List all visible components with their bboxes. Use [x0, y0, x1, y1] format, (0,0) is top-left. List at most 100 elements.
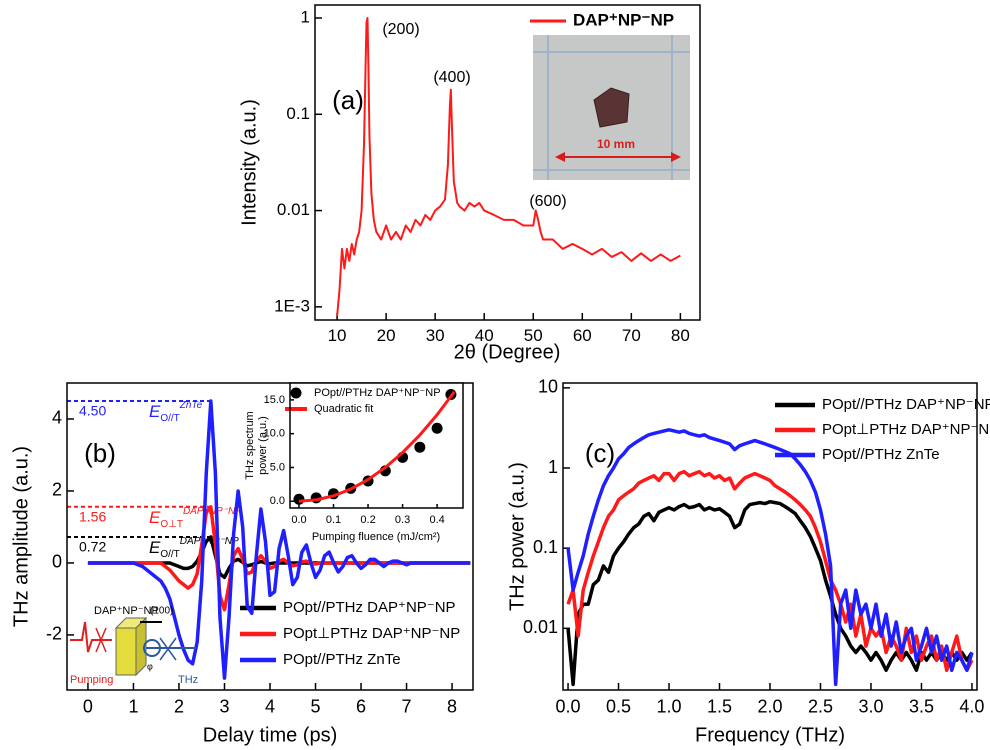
x-tick-label: 8 [447, 696, 457, 716]
x-tick-label: 1.5 [707, 696, 732, 716]
x-tick-label: 7 [402, 696, 412, 716]
reference-value-label: 4.50 [79, 403, 106, 419]
x-tick-label: 0.1 [326, 514, 341, 526]
legend-label: DAP⁺NP⁻NP [573, 10, 674, 29]
plot-frame [289, 382, 464, 509]
legend-label: POpt//PTHz DAP⁺NP⁻NP [283, 599, 456, 616]
peak-label: (400) [433, 69, 470, 86]
panel-label: (c) [585, 438, 615, 468]
reference-value-label: 1.56 [79, 509, 106, 525]
reference-label: EO//TZnTe [149, 400, 203, 424]
x-tick-label: 0.2 [360, 514, 375, 526]
y-tick-label: 1 [301, 7, 310, 26]
y-tick-label: 10.0 [264, 428, 285, 440]
legend-marker [290, 387, 302, 399]
x-tick-label: 6 [356, 696, 366, 716]
y-tick-label: 0.01 [277, 200, 310, 219]
x-tick-label: 4.0 [959, 696, 984, 716]
arrow-head [555, 152, 565, 162]
pump-polarization [95, 627, 107, 653]
y-tick-label: 0.1 [533, 537, 558, 557]
y-axis-label: power (a.u.) [257, 416, 269, 475]
x-tick-label: 0.4 [429, 514, 444, 526]
y-tick-label: 15.0 [264, 394, 285, 406]
crystal-front [115, 627, 137, 676]
x-tick-label: 0.0 [556, 696, 581, 716]
thz-polarization [159, 637, 177, 661]
x-tick-label: 5 [311, 696, 321, 716]
point [414, 441, 426, 453]
symbol: E [149, 539, 161, 558]
legend-label: POpt//PTHz DAP⁺NP⁻NP [314, 387, 441, 399]
peak-label: (600) [529, 193, 566, 210]
x-tick-label: 20 [377, 326, 396, 345]
x-tick-label: 3.0 [858, 696, 883, 716]
subscript: O⊥T [160, 518, 183, 529]
subscript: O//T [160, 413, 179, 424]
y-tick-label: 2 [52, 480, 62, 500]
panel-label: (a) [332, 85, 364, 115]
x-tick-label: 2.0 [757, 696, 782, 716]
point [431, 422, 443, 434]
subscript: O//T [160, 549, 179, 560]
thz-label: THz [178, 674, 198, 686]
orientation-label: (100) [150, 606, 173, 617]
plot-frame [66, 382, 474, 691]
superscript: ZnTe [179, 400, 203, 411]
point [293, 493, 305, 505]
line [298, 390, 456, 503]
line [336, 17, 681, 317]
x-tick-label: 0.3 [395, 514, 410, 526]
legend-label: POpt//PTHz DAP⁺NP⁻NP [822, 396, 990, 413]
x-tick-label: 60 [573, 326, 592, 345]
x-tick-label: 80 [671, 326, 690, 345]
line [566, 499, 974, 687]
x-tick-label: 1 [128, 696, 138, 716]
reference-label: EO⊥TDAP⁺NP⁻NP [149, 505, 242, 529]
scale-label: 10 mm [597, 137, 635, 151]
legend-label: POpt//PTHz ZnTe [283, 651, 401, 668]
y-tick-label: 0.1 [286, 104, 310, 123]
y-axis-label: THz spectrum [244, 411, 256, 479]
y-tick-label: 0.0 [270, 495, 285, 507]
line [566, 428, 974, 687]
line [87, 399, 471, 680]
x-tick-label: 0.0 [291, 514, 306, 526]
x-tick-label: 2 [174, 696, 184, 716]
x-tick-label: 30 [426, 326, 445, 345]
x-tick-label: 10 [328, 326, 347, 345]
reference-label: EO//TDAP⁺NP⁻NP [149, 536, 239, 560]
pump-pulse [70, 621, 112, 653]
y-axis-label: THz amplitude (a.u.) [10, 446, 32, 627]
y-tick-label: 0.01 [523, 617, 558, 637]
x-tick-label: 50 [524, 326, 543, 345]
y-tick-label: 10 [538, 377, 558, 397]
plot-frame [562, 382, 978, 691]
inset-background [290, 383, 463, 508]
x-tick-label: 70 [622, 326, 641, 345]
x-tick-label: 4 [265, 696, 275, 716]
legend-label: POpt//PTHz ZnTe [822, 446, 940, 463]
crystal [593, 87, 630, 128]
superscript: DAP⁺NP⁻NP [180, 536, 239, 547]
y-tick-label: 0 [52, 552, 62, 572]
schematic: DAP⁺NP⁻NP (100) Pumping THz φ [70, 605, 198, 686]
y-tick-label: -2 [46, 624, 62, 644]
reference-value-label: 0.72 [79, 539, 106, 555]
x-tick-label: 3 [219, 696, 229, 716]
y-tick-label: 1E-3 [274, 296, 310, 315]
legend-label: POpt⊥PTHz DAP⁺NP⁻NP [822, 421, 990, 438]
y-tick-label: 1 [548, 457, 558, 477]
x-tick-label: 0.5 [606, 696, 631, 716]
y-tick-label: 5.0 [270, 461, 285, 473]
x-tick-label: 40 [475, 326, 494, 345]
y-tick-label: 4 [52, 408, 62, 428]
x-axis-label: Pumping fluence (mJ/cm²) [312, 531, 440, 543]
photo-inset: 10 mm [533, 35, 690, 180]
legend-label: Quadratic fit [314, 403, 373, 415]
plot-frame [314, 4, 701, 321]
x-tick-label: 1.0 [657, 696, 682, 716]
peak-label: (200) [382, 21, 419, 38]
